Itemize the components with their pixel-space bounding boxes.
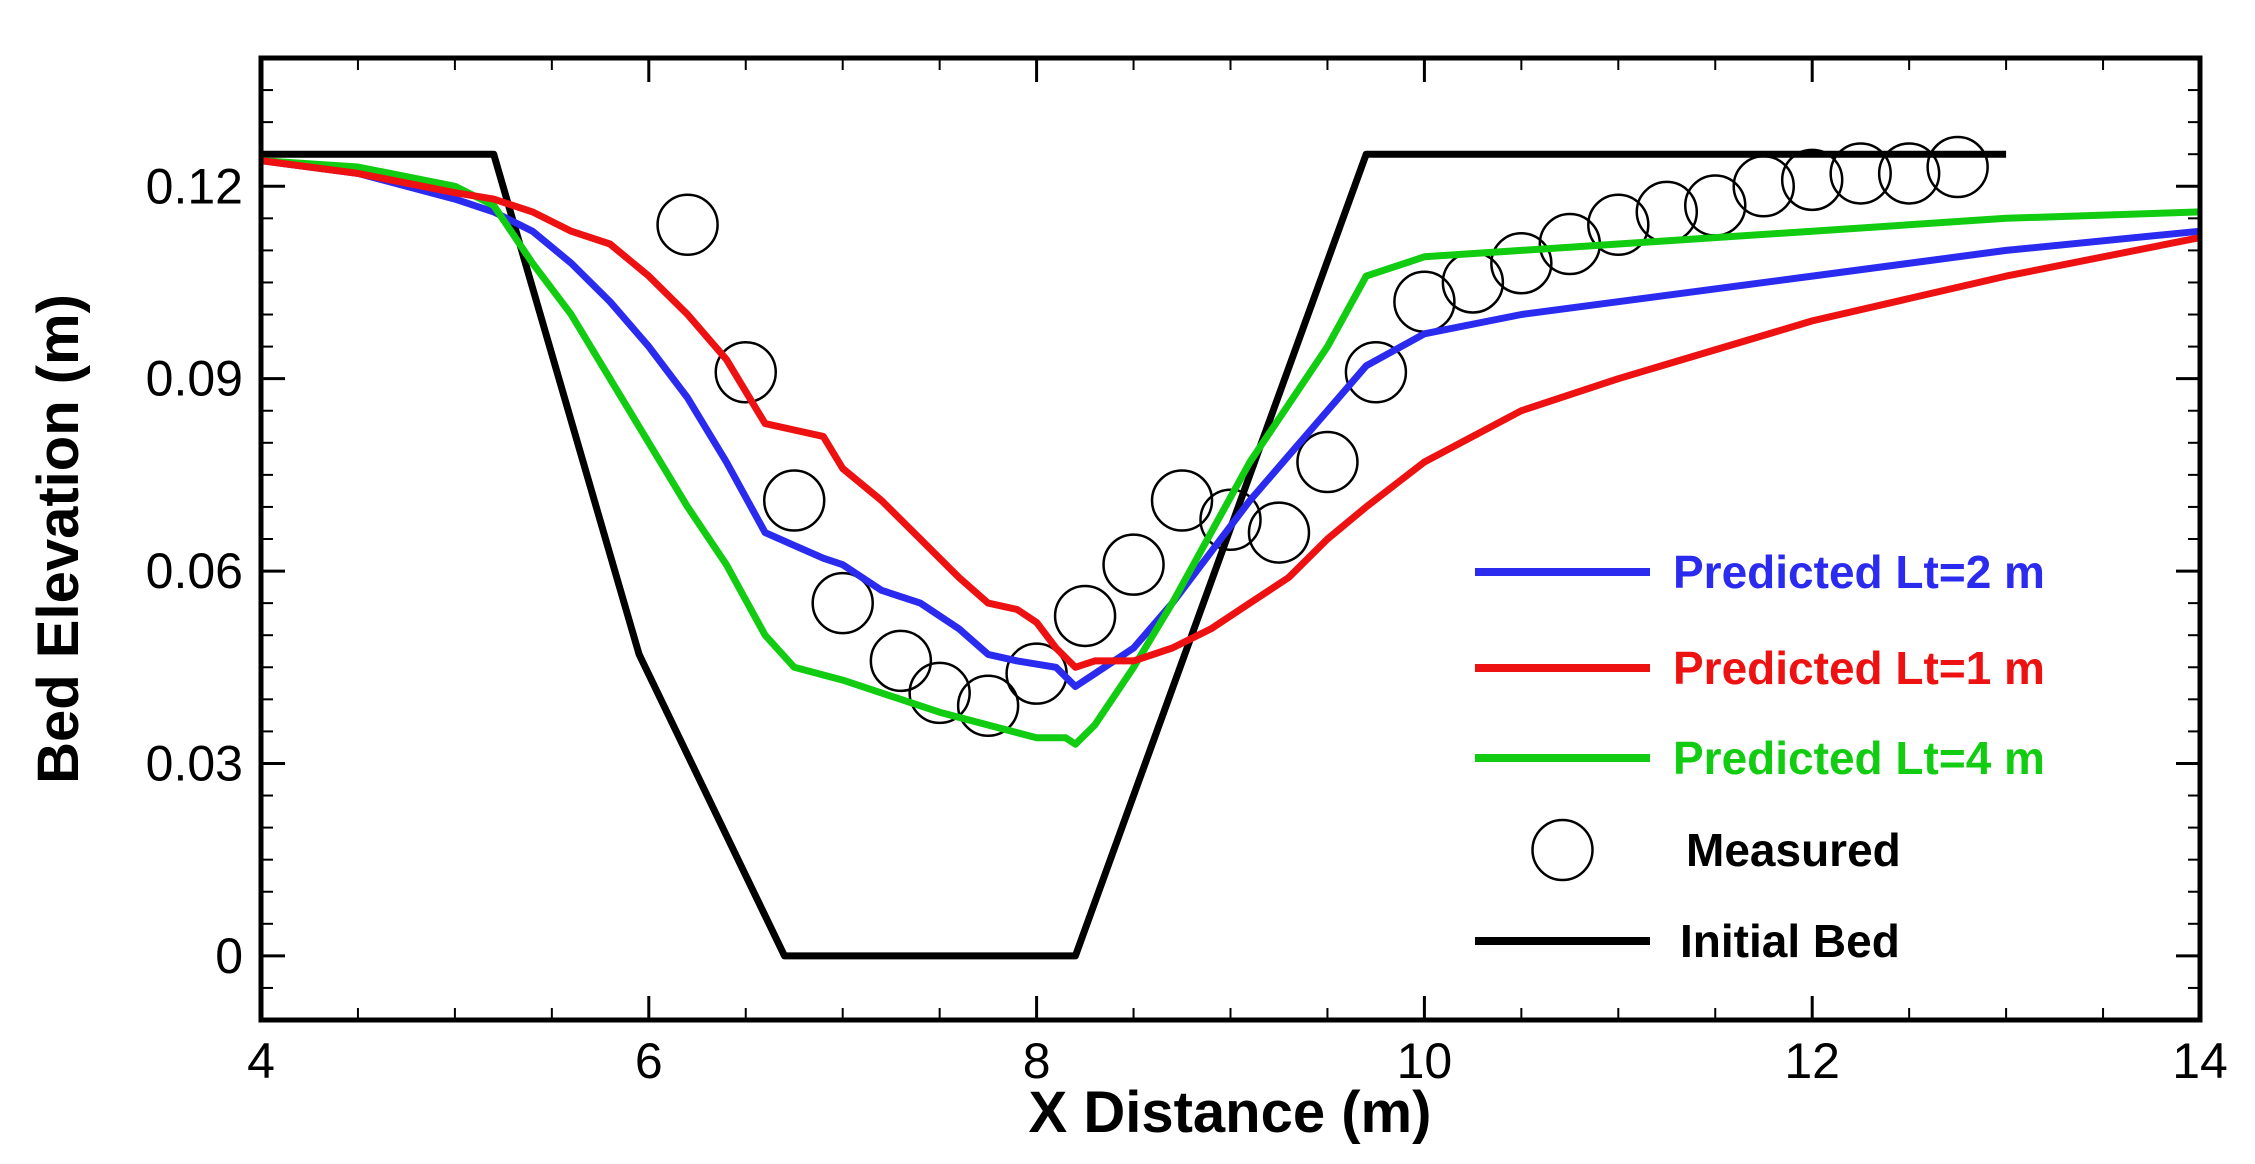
legend-label: Predicted Lt=4 m: [1673, 732, 2045, 784]
x-axis-title: X Distance (m): [1029, 1080, 1432, 1145]
measured-point: [1247, 501, 1311, 564]
measured-point: [1150, 469, 1214, 532]
measured-point: [656, 193, 719, 256]
y-axis-title: Bed Elevation (m): [26, 294, 91, 784]
series-line-predicted-lt-4-m: [260, 157, 2201, 748]
x-tick-label: 12: [1784, 1033, 1840, 1089]
series-layer: [260, 135, 2201, 960]
y-tick-label: 0.12: [146, 158, 243, 214]
measured-point: [1829, 142, 1892, 205]
legend-label: Initial Bed: [1680, 915, 1900, 967]
x-tick-label: 6: [635, 1033, 663, 1089]
x-tick-label: 4: [247, 1033, 275, 1089]
measured-point: [869, 629, 933, 693]
y-tick-label: 0.06: [146, 543, 243, 599]
y-tick-label: 0: [215, 928, 243, 984]
measured-point: [1490, 231, 1553, 295]
measured-point: [714, 341, 777, 404]
legend-entry-predicted-lt-1-m: Predicted Lt=1 m: [1475, 642, 2045, 694]
series-line-predicted-lt-2-m: [260, 157, 2201, 690]
series-line-predicted-lt-1-m: [260, 157, 2201, 671]
measured-point: [1780, 148, 1844, 212]
measured-point: [1344, 341, 1408, 404]
measured-point: [956, 674, 1020, 737]
measured-point: [908, 661, 971, 725]
series-measured: [656, 135, 1989, 737]
measured-point: [1732, 155, 1795, 218]
measured-point: [1296, 430, 1359, 494]
series-line-initial-bed: [261, 150, 2007, 960]
legend-entry-initial-bed: Initial Bed: [1475, 915, 1900, 967]
legend-entry-predicted-lt-2-m: Predicted Lt=2 m: [1475, 546, 2045, 598]
legend-entry-measured: Measured: [1531, 818, 1901, 882]
measured-point: [1199, 488, 1262, 552]
measured-point: [1587, 193, 1650, 256]
measured-point: [1877, 142, 1941, 205]
measured-point: [1926, 135, 1989, 199]
legend-swatch: [1531, 818, 1594, 882]
x-tick-label: 14: [2172, 1033, 2228, 1089]
legend-label: Measured: [1686, 824, 1901, 876]
legend-entry-predicted-lt-4-m: Predicted Lt=4 m: [1475, 732, 2045, 784]
legend-label: Predicted Lt=2 m: [1673, 546, 2045, 598]
plot-frame: [258, 55, 2203, 1023]
measured-point: [1053, 584, 1117, 648]
tick-labels: 4 6 8 10 12 14 0 0.03 0.06 0.09 0.12: [146, 158, 2228, 1089]
measured-point: [1102, 533, 1165, 596]
measured-point: [762, 469, 826, 532]
y-tick-label: 0.09: [146, 351, 243, 407]
x-tick-label: 10: [1397, 1033, 1453, 1089]
measured-point: [811, 571, 874, 635]
x-tick-label: 8: [1023, 1033, 1051, 1089]
legend-label: Predicted Lt=1 m: [1673, 642, 2045, 694]
y-tick-label: 0.03: [146, 735, 243, 791]
legend: Predicted Lt=2 m Predicted Lt=1 m Predicte…: [1475, 546, 2045, 967]
